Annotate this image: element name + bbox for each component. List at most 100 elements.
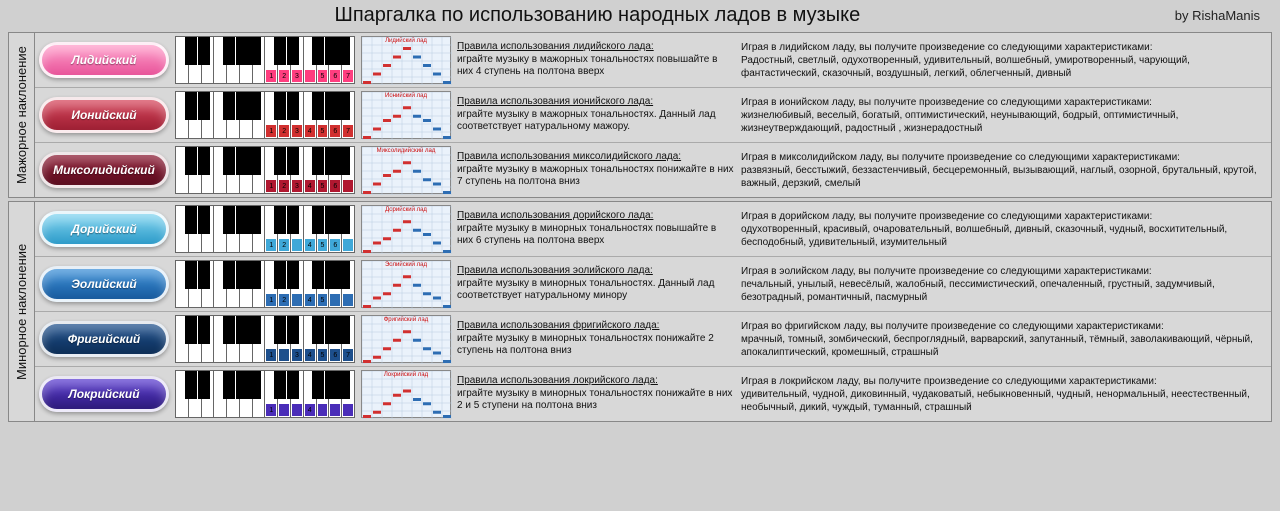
scale-degree-label: 3	[292, 70, 302, 82]
mode-row: Локрийский14Локрийский ладПравила исполь…	[35, 366, 1271, 421]
mode-pill: Лидийский	[39, 42, 169, 78]
white-key	[176, 316, 189, 362]
scale-degree-label	[279, 349, 289, 361]
white-key: 3	[291, 37, 304, 83]
mode-rules: Правила использования миксолидийского ла…	[457, 151, 735, 189]
scale-degree-label: 4	[305, 404, 315, 416]
scale-degree-label	[292, 239, 302, 251]
group-label: Минорное наклонение	[9, 202, 35, 421]
group-label: Мажорное наклонение	[9, 33, 35, 197]
scale-degree-label	[318, 404, 328, 416]
scale-degree-label	[330, 294, 340, 306]
white-key: 4	[304, 147, 317, 193]
scale-degree-label: 1	[266, 349, 276, 361]
white-key	[291, 206, 304, 252]
white-key	[176, 37, 189, 83]
white-key: 1	[265, 371, 278, 417]
rules-body: играйте музыку в мажорных тональностях п…	[457, 54, 735, 79]
scale-degree-label: 2	[279, 239, 289, 251]
scale-degree-label: 5	[318, 180, 328, 192]
mode-description: Играя в ионийском ладу, вы получите прои…	[741, 96, 1267, 135]
piano-keyboard: 123456	[175, 146, 355, 194]
mode-rules: Правила использования дорийского лада:иг…	[457, 210, 735, 248]
desc-intro: Играя в миксолидийском ладу, вы получите…	[741, 151, 1261, 164]
mode-rules: Правила использования лидийского лада:иг…	[457, 41, 735, 79]
rules-title: Правила использования эолийского лада:	[457, 265, 735, 278]
white-key: 2	[278, 147, 291, 193]
white-key	[253, 37, 266, 83]
desc-intro: Играя в эолийском ладу, вы получите прои…	[741, 265, 1261, 278]
desc-body: одухотворенный, красивый, очаровательный…	[741, 223, 1261, 249]
mode-rules: Правила использования локрийского лада:и…	[457, 375, 735, 413]
white-key	[253, 316, 266, 362]
white-key	[176, 206, 189, 252]
white-key	[253, 147, 266, 193]
white-key	[189, 316, 202, 362]
white-key: 7	[342, 37, 354, 83]
white-key	[176, 147, 189, 193]
rules-body: играйте музыку в мажорных тональностях п…	[457, 164, 735, 189]
rules-title: Правила использования локрийского лада:	[457, 375, 735, 388]
scale-degree-label	[343, 180, 353, 192]
scale-degree-label: 6	[330, 125, 340, 137]
scale-degree-label: 7	[343, 70, 353, 82]
scale-degree-label: 3	[292, 180, 302, 192]
white-key	[291, 261, 304, 307]
mode-pill: Эолийский	[39, 266, 169, 302]
white-key: 6	[329, 92, 342, 138]
scale-shape-chart: Локрийский лад	[361, 370, 451, 418]
white-key	[240, 37, 253, 83]
scale-degree-label: 4	[305, 180, 315, 192]
white-key	[240, 206, 253, 252]
scale-degree-label	[343, 404, 353, 416]
white-key: 5	[317, 92, 330, 138]
white-key: 6	[329, 206, 342, 252]
scale-shape-chart: Миксолидийский лад	[361, 146, 451, 194]
desc-intro: Играя в дорийском ладу, вы получите прои…	[741, 210, 1261, 223]
mode-description: Играя во фригийском ладу, вы получите пр…	[741, 320, 1267, 359]
white-key: 3	[291, 316, 304, 362]
mode-rules: Правила использования фригийского лада:и…	[457, 320, 735, 358]
white-key: 7	[342, 92, 354, 138]
white-key	[227, 261, 240, 307]
white-key: 6	[329, 316, 342, 362]
white-key	[342, 261, 354, 307]
white-key: 1	[265, 37, 278, 83]
white-key	[329, 261, 342, 307]
white-key	[278, 316, 291, 362]
white-key	[253, 92, 266, 138]
white-key	[304, 37, 317, 83]
desc-intro: Играя во фригийском ладу, вы получите пр…	[741, 320, 1261, 333]
white-key	[214, 37, 227, 83]
white-key: 5	[317, 37, 330, 83]
author-label: by RishaManis	[1175, 8, 1260, 23]
scale-degree-label	[343, 294, 353, 306]
mode-pill: Ионийский	[39, 97, 169, 133]
white-key	[227, 206, 240, 252]
scale-degree-label: 3	[292, 349, 302, 361]
scale-degree-label	[343, 239, 353, 251]
white-key: 7	[342, 316, 354, 362]
white-key	[214, 147, 227, 193]
scale-degree-label	[279, 404, 289, 416]
white-key	[227, 371, 240, 417]
white-key: 2	[278, 206, 291, 252]
white-key: 6	[329, 147, 342, 193]
mode-row: Эолийский1245Эолийский ладПравила исполь…	[35, 256, 1271, 311]
mode-row: Дорийский12456Дорийский ладПравила испол…	[35, 202, 1271, 256]
white-key	[227, 316, 240, 362]
white-key	[214, 92, 227, 138]
mode-description: Играя в дорийском ладу, вы получите прои…	[741, 210, 1267, 249]
mode-row: Лидийский123567Лидийский ладПравила испо…	[35, 33, 1271, 87]
white-key	[189, 37, 202, 83]
mode-row: Фригийский134567Фригийский ладПравила ис…	[35, 311, 1271, 366]
scale-degree-label: 1	[266, 70, 276, 82]
white-key	[189, 206, 202, 252]
rules-title: Правила использования фригийского лада:	[457, 320, 735, 333]
white-key	[214, 206, 227, 252]
white-key	[253, 371, 266, 417]
white-key	[227, 92, 240, 138]
rules-body: играйте музыку в мажорных тональностях. …	[457, 109, 735, 134]
scale-degree-label: 6	[330, 239, 340, 251]
mode-group: Минорное наклонениеДорийский12456Дорийск…	[8, 201, 1272, 422]
